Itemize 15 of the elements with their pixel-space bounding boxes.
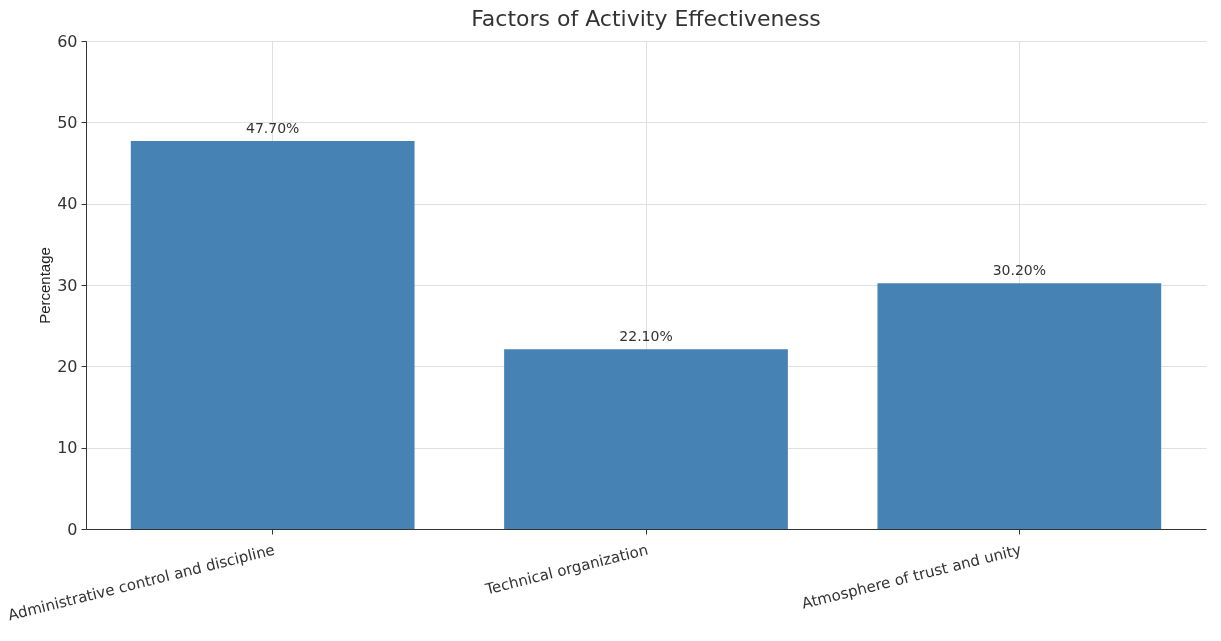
y-axis-title: Percentage	[36, 247, 54, 324]
bar	[504, 349, 788, 529]
data-label: 47.70%	[245, 120, 300, 137]
bar	[130, 141, 415, 529]
data-label: 22.10%	[619, 328, 673, 345]
y-tick-label: 10	[57, 438, 78, 458]
data-label: 30.20%	[992, 262, 1047, 279]
y-tick-label: 0	[67, 519, 78, 539]
y-tick-label: 20	[57, 356, 78, 376]
y-tick-label: 30	[57, 275, 78, 295]
bar	[877, 283, 1162, 529]
y-tick-label: 50	[57, 112, 78, 132]
chart-title: Factors of Activity Effectiveness	[471, 6, 821, 31]
y-tick-label: 40	[57, 194, 78, 214]
y-tick-label: 60	[57, 31, 78, 51]
